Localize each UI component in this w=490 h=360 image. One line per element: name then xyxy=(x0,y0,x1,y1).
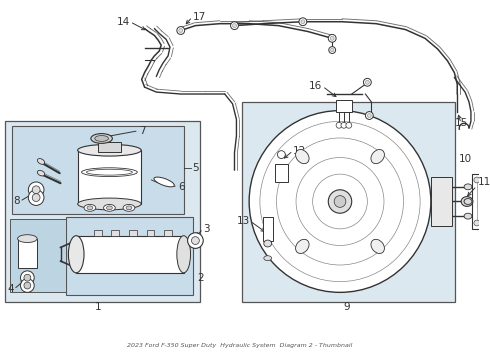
Ellipse shape xyxy=(95,136,108,141)
Text: 12: 12 xyxy=(293,146,306,156)
Ellipse shape xyxy=(78,144,141,156)
Circle shape xyxy=(364,78,371,86)
Ellipse shape xyxy=(126,206,132,210)
Bar xyxy=(76,236,184,273)
Ellipse shape xyxy=(464,184,472,190)
Ellipse shape xyxy=(295,149,309,164)
Bar xyxy=(274,165,288,182)
Bar xyxy=(336,100,352,112)
Text: 2023 Ford F-350 Super Duty  Hydraulic System  Diagram 2 - Thumbnail: 2023 Ford F-350 Super Duty Hydraulic Sys… xyxy=(127,343,352,348)
Text: 4: 4 xyxy=(7,284,14,294)
Circle shape xyxy=(330,36,334,40)
Circle shape xyxy=(299,18,307,26)
Bar xyxy=(472,174,490,229)
Ellipse shape xyxy=(295,239,309,253)
Bar xyxy=(18,239,37,268)
Ellipse shape xyxy=(154,177,174,187)
Bar xyxy=(111,230,119,236)
Ellipse shape xyxy=(123,204,135,211)
Ellipse shape xyxy=(371,239,385,253)
Ellipse shape xyxy=(464,199,470,204)
Ellipse shape xyxy=(87,206,93,210)
Text: 7: 7 xyxy=(139,126,146,136)
Bar xyxy=(164,230,172,236)
Circle shape xyxy=(21,279,34,292)
Circle shape xyxy=(474,177,480,183)
Text: 6: 6 xyxy=(178,182,184,192)
Circle shape xyxy=(24,274,31,281)
Circle shape xyxy=(341,122,347,128)
Text: 5: 5 xyxy=(193,163,199,173)
Bar xyxy=(5,121,200,302)
Circle shape xyxy=(179,28,183,32)
Text: 13: 13 xyxy=(237,216,250,226)
Text: 14: 14 xyxy=(117,17,130,27)
Bar xyxy=(129,230,137,236)
Bar xyxy=(242,102,455,302)
Text: 17: 17 xyxy=(193,12,206,22)
Circle shape xyxy=(24,282,31,289)
Circle shape xyxy=(366,112,373,120)
Ellipse shape xyxy=(264,256,271,261)
Text: 1: 1 xyxy=(95,302,101,312)
Text: 2: 2 xyxy=(197,273,204,283)
Circle shape xyxy=(346,122,352,128)
Circle shape xyxy=(328,190,352,213)
Ellipse shape xyxy=(188,233,203,248)
Text: 3: 3 xyxy=(203,224,210,234)
Ellipse shape xyxy=(37,170,45,176)
Ellipse shape xyxy=(69,236,84,273)
Bar xyxy=(263,217,272,240)
Bar xyxy=(431,177,452,226)
Bar xyxy=(98,143,121,152)
Ellipse shape xyxy=(464,213,472,219)
Ellipse shape xyxy=(192,237,199,244)
Ellipse shape xyxy=(461,197,473,206)
Circle shape xyxy=(277,151,285,158)
Circle shape xyxy=(328,35,336,42)
Ellipse shape xyxy=(177,236,191,273)
Bar xyxy=(12,126,184,214)
Circle shape xyxy=(21,271,34,284)
Bar xyxy=(94,230,101,236)
Ellipse shape xyxy=(371,149,385,164)
Ellipse shape xyxy=(37,158,45,164)
Bar xyxy=(67,217,194,295)
Ellipse shape xyxy=(264,240,271,247)
Circle shape xyxy=(474,220,480,226)
Circle shape xyxy=(28,182,44,198)
Circle shape xyxy=(32,194,40,202)
Circle shape xyxy=(301,20,305,24)
Circle shape xyxy=(330,48,334,52)
Circle shape xyxy=(249,111,431,292)
Circle shape xyxy=(329,47,336,54)
Ellipse shape xyxy=(91,134,112,143)
Circle shape xyxy=(233,24,237,28)
Text: 16: 16 xyxy=(309,81,322,91)
Text: 15: 15 xyxy=(455,118,468,128)
Circle shape xyxy=(336,122,342,128)
Circle shape xyxy=(368,113,371,117)
Circle shape xyxy=(32,186,40,194)
Bar xyxy=(147,230,154,236)
Circle shape xyxy=(28,190,44,206)
Ellipse shape xyxy=(84,204,96,211)
Ellipse shape xyxy=(464,199,472,204)
Text: 9: 9 xyxy=(343,302,350,312)
Bar xyxy=(477,180,490,223)
Circle shape xyxy=(334,195,346,207)
Bar xyxy=(78,150,141,204)
Ellipse shape xyxy=(106,206,112,210)
Bar xyxy=(10,219,67,292)
Text: 8: 8 xyxy=(13,197,20,207)
Ellipse shape xyxy=(103,204,115,211)
Text: 10: 10 xyxy=(459,153,472,163)
Circle shape xyxy=(231,22,239,30)
Circle shape xyxy=(366,80,369,84)
Text: 11: 11 xyxy=(478,177,490,187)
Ellipse shape xyxy=(78,198,141,210)
Ellipse shape xyxy=(18,235,37,243)
Circle shape xyxy=(177,27,185,35)
